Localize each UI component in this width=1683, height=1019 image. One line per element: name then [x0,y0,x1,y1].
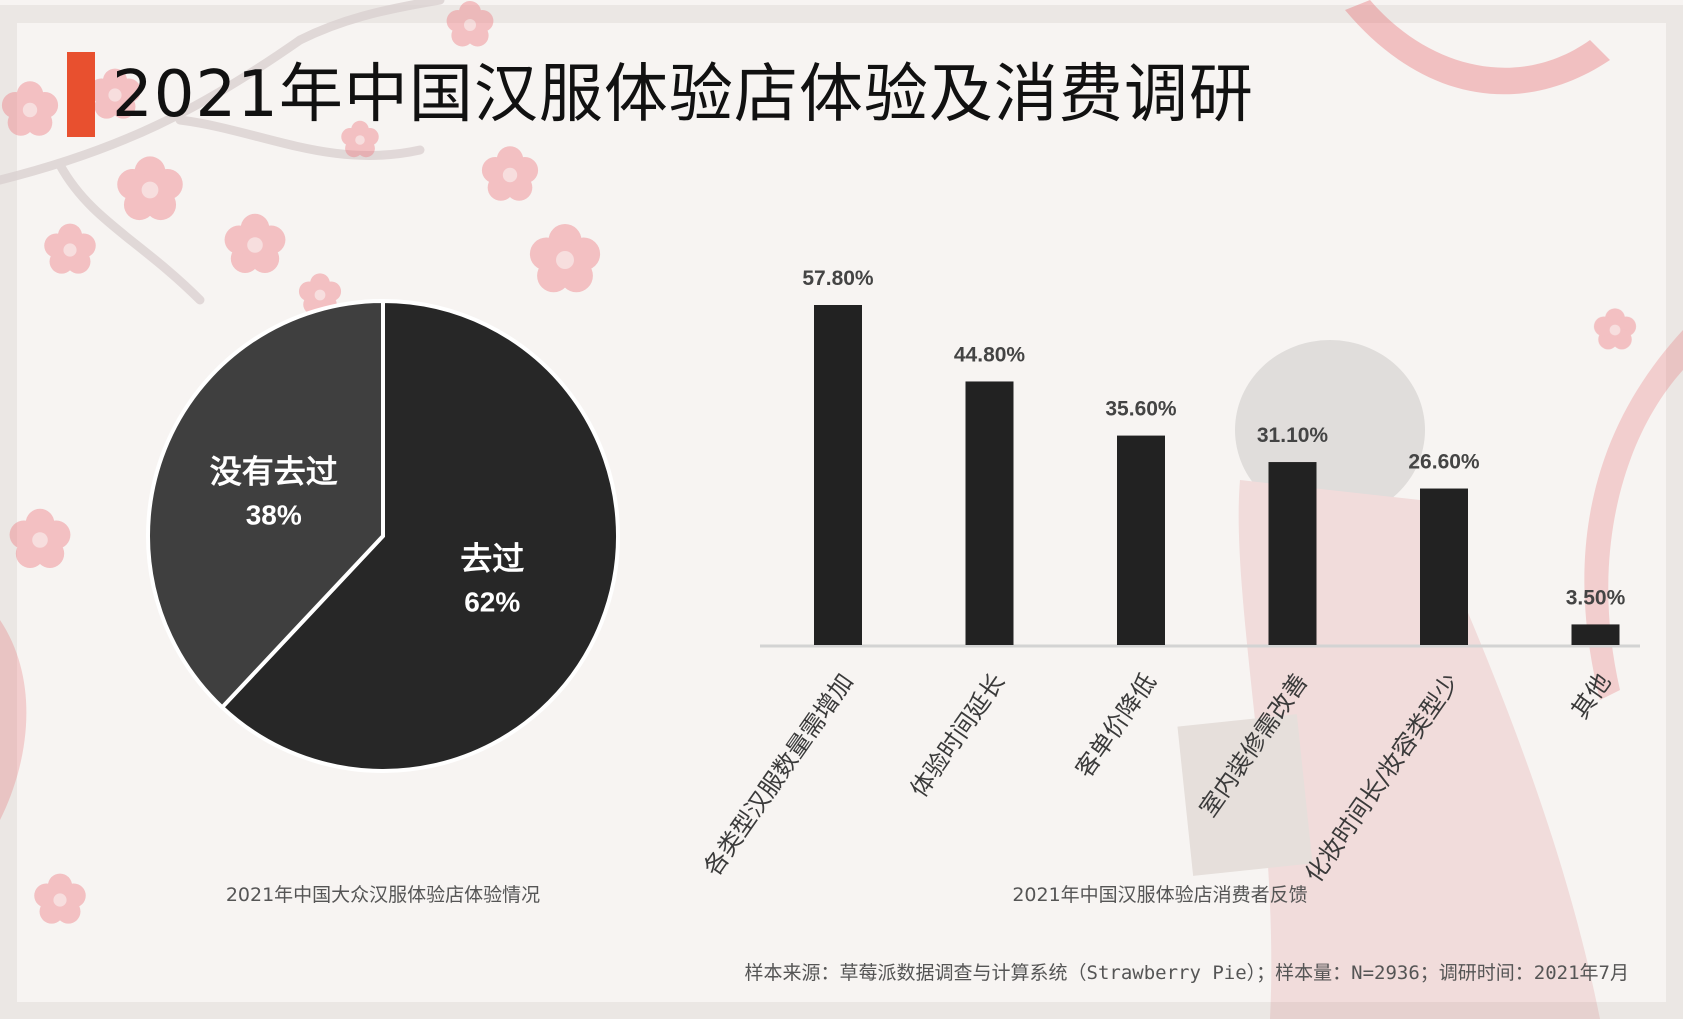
ribbon-decoration [1584,330,1683,700]
category-label: 室内装修需改善 [1194,668,1313,822]
category-label: 体验时间延长 [905,668,1011,802]
bar [965,381,1014,645]
ribbon-decoration [1345,0,1610,95]
pie-slice [219,298,620,773]
bar-value-label: 3.50% [1566,586,1626,609]
pie-chart-caption: 2021年中国大众汉服体验店体验情况 [225,884,541,906]
bar-value-label: 26.60% [1408,451,1480,474]
bar-chart-caption: 2021年中国汉服体验店消费者反馈 [1012,884,1308,906]
branch-decoration [0,0,445,305]
bar [814,305,862,645]
bar [1268,462,1317,645]
bar-value-label: 35.60% [1105,398,1177,421]
pie-slice [146,298,385,711]
source-note: 样本来源：草莓派数据调查与计算系统（Strawberry Pie）；样本量：N=… [744,962,1629,984]
title-accent-bar [67,52,95,137]
category-label: 其他 [1566,668,1616,723]
pie-slice-label: 去过 [460,539,524,577]
category-label: 化妆时间长/妆容类型少 [1300,668,1465,887]
bar-value-label: 31.10% [1257,424,1329,447]
pie-slice-value-label: 62% [464,586,520,617]
bar-value-label: 44.80% [954,343,1026,366]
category-label: 各类型汉服数量需增加 [698,668,859,881]
page-title: 2021年中国汉服体验店体验及消费调研 [112,58,1254,132]
bar [1117,435,1165,645]
bar [1420,488,1468,645]
ribbon-decoration [0,620,27,820]
category-label: 客单价降低 [1070,668,1162,782]
bar-value-label: 57.80% [802,267,874,290]
pie-slice-value-label: 38% [246,500,302,531]
pie-slice-label: 没有去过 [210,453,338,491]
bar [1571,624,1620,645]
